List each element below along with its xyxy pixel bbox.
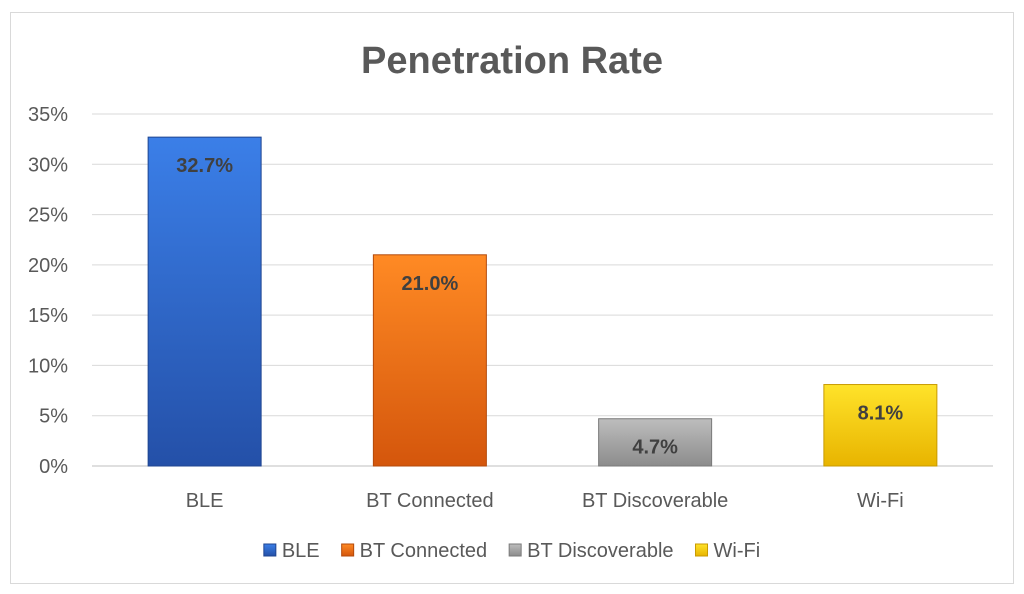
x-tick-label: BT Discoverable xyxy=(582,490,728,512)
x-tick-label: BT Connected xyxy=(366,490,494,512)
bar-bt-discoverable xyxy=(598,418,713,467)
y-axis-ticks: 0% 5% 10% 15% 20% 25% 30% 35% xyxy=(28,104,68,478)
y-tick-label: 25% xyxy=(28,205,68,227)
legend-label: BT Discoverable xyxy=(527,540,673,562)
y-tick-label: 10% xyxy=(28,355,68,377)
y-tick-label: 20% xyxy=(28,255,68,277)
legend-swatch xyxy=(695,543,709,557)
legend-label: BLE xyxy=(282,540,320,562)
y-tick-label: 35% xyxy=(28,104,68,126)
bar-wi-fi xyxy=(823,384,938,467)
legend: BLE BT Connected BT Discoverable Wi-Fi xyxy=(263,540,761,562)
legend-item-wi-fi: Wi-Fi xyxy=(695,540,761,562)
y-tick-label: 0% xyxy=(39,456,68,478)
legend-label: BT Connected xyxy=(360,540,488,562)
legend-swatch xyxy=(263,543,277,557)
bar-ble xyxy=(147,136,262,467)
y-tick-label: 30% xyxy=(28,154,68,176)
x-tick-label: Wi-Fi xyxy=(857,490,904,512)
legend-item-bt-discoverable: BT Discoverable xyxy=(508,540,674,562)
y-tick-label: 15% xyxy=(28,305,68,327)
legend-label: Wi-Fi xyxy=(714,540,761,562)
data-label-ble: 32.7% xyxy=(176,155,233,177)
data-label-bt-connected: 21.0% xyxy=(402,273,459,295)
bars: 32.7% 21.0% 4.7% 8.1% xyxy=(147,136,938,467)
data-label-bt-discoverable: 4.7% xyxy=(632,437,678,459)
chart-title: Penetration Rate xyxy=(361,40,663,82)
legend-item-bt-connected: BT Connected xyxy=(341,540,488,562)
x-axis-labels: BLE BT Connected BT Discoverable Wi-Fi xyxy=(186,490,904,512)
y-tick-label: 5% xyxy=(39,406,68,428)
data-label-wi-fi: 8.1% xyxy=(858,403,904,425)
x-tick-label: BLE xyxy=(186,490,224,512)
legend-swatch xyxy=(341,543,355,557)
legend-item-ble: BLE xyxy=(263,540,320,562)
bar-bt-connected xyxy=(372,254,487,467)
legend-swatch xyxy=(508,543,522,557)
